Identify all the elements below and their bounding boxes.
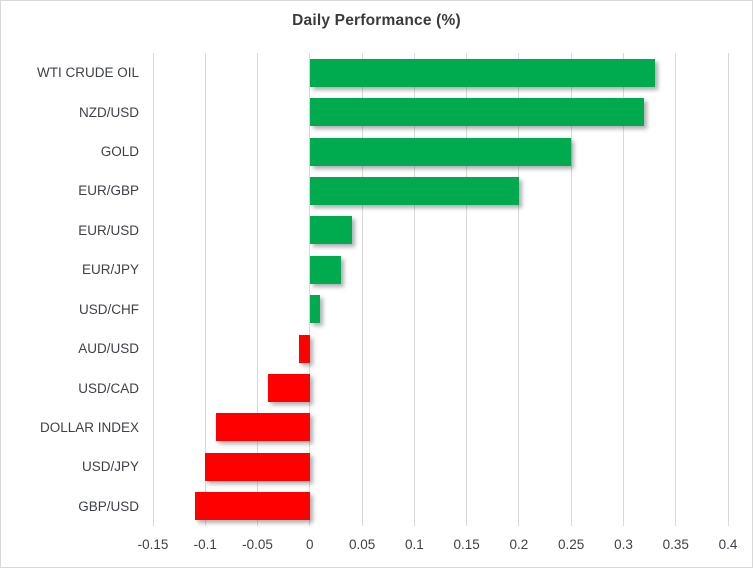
bar-eur-jpy (309, 255, 342, 284)
category-label: GOLD (100, 144, 139, 160)
category-label: EUR/USD (78, 222, 139, 238)
gridline (518, 53, 520, 526)
x-tick-label: -0.15 (137, 537, 169, 552)
bar-gbp-usd (194, 492, 310, 521)
chart-title: Daily Performance (%) (292, 12, 461, 29)
bar-usd-cad (268, 374, 310, 403)
bar-wti-crude-oil (309, 58, 655, 87)
bar-dollar-index (215, 413, 310, 442)
x-tick-label: 0 (306, 537, 314, 552)
gridline (257, 53, 259, 526)
gridline (152, 53, 154, 526)
gridline (727, 53, 729, 526)
x-tick-label: 0.05 (348, 537, 376, 552)
category-label: EUR/JPY (81, 262, 139, 278)
x-tick-label: 0.4 (718, 537, 738, 552)
category-label: GBP/USD (78, 498, 139, 514)
x-tick-label: 0.15 (453, 537, 480, 552)
bar-usd-chf (309, 295, 321, 324)
x-tick-label: 0.25 (558, 537, 585, 552)
category-label: EUR/GBP (78, 183, 139, 199)
category-label: USD/CAD (78, 380, 139, 396)
x-tick-label: -0.05 (242, 537, 273, 552)
bar-eur-gbp (309, 176, 519, 205)
gridline (309, 53, 311, 526)
gridline (622, 53, 624, 526)
x-tick-label: 0.35 (662, 537, 689, 552)
category-axis: WTI CRUDE OIL NZD/USD GOLD EUR/GBP EUR/USD EU… (1, 53, 139, 526)
bar-gold (309, 137, 572, 166)
bar-usd-jpy (205, 452, 310, 481)
gridline (204, 53, 206, 526)
category-label: AUD/USD (78, 341, 139, 357)
category-label: DOLLAR INDEX (39, 419, 139, 435)
gridline (413, 53, 415, 526)
category-label: NZD/USD (79, 104, 139, 120)
category-label: USD/CHF (79, 301, 139, 317)
x-tick-label: 0.2 (509, 537, 529, 552)
plot-area (152, 53, 729, 526)
x-tick-label: 0.3 (614, 537, 633, 552)
gridline (675, 53, 677, 526)
bar-nzd-usd (309, 98, 645, 127)
x-tick-label: -0.1 (193, 537, 217, 552)
value-axis: -0.15 -0.1 -0.05 0 0.05 0.1 0.15 0.2 0.25 0.3 0.35… (1, 537, 752, 557)
x-tick-label: 0.1 (404, 537, 424, 552)
category-label: USD/JPY (81, 459, 139, 475)
gridline (466, 53, 468, 526)
bar-aud-usd (299, 334, 310, 363)
gridline (361, 53, 363, 526)
category-label: WTI CRUDE OIL (36, 65, 139, 81)
bar-eur-usd (309, 216, 352, 245)
gridline (570, 53, 572, 526)
